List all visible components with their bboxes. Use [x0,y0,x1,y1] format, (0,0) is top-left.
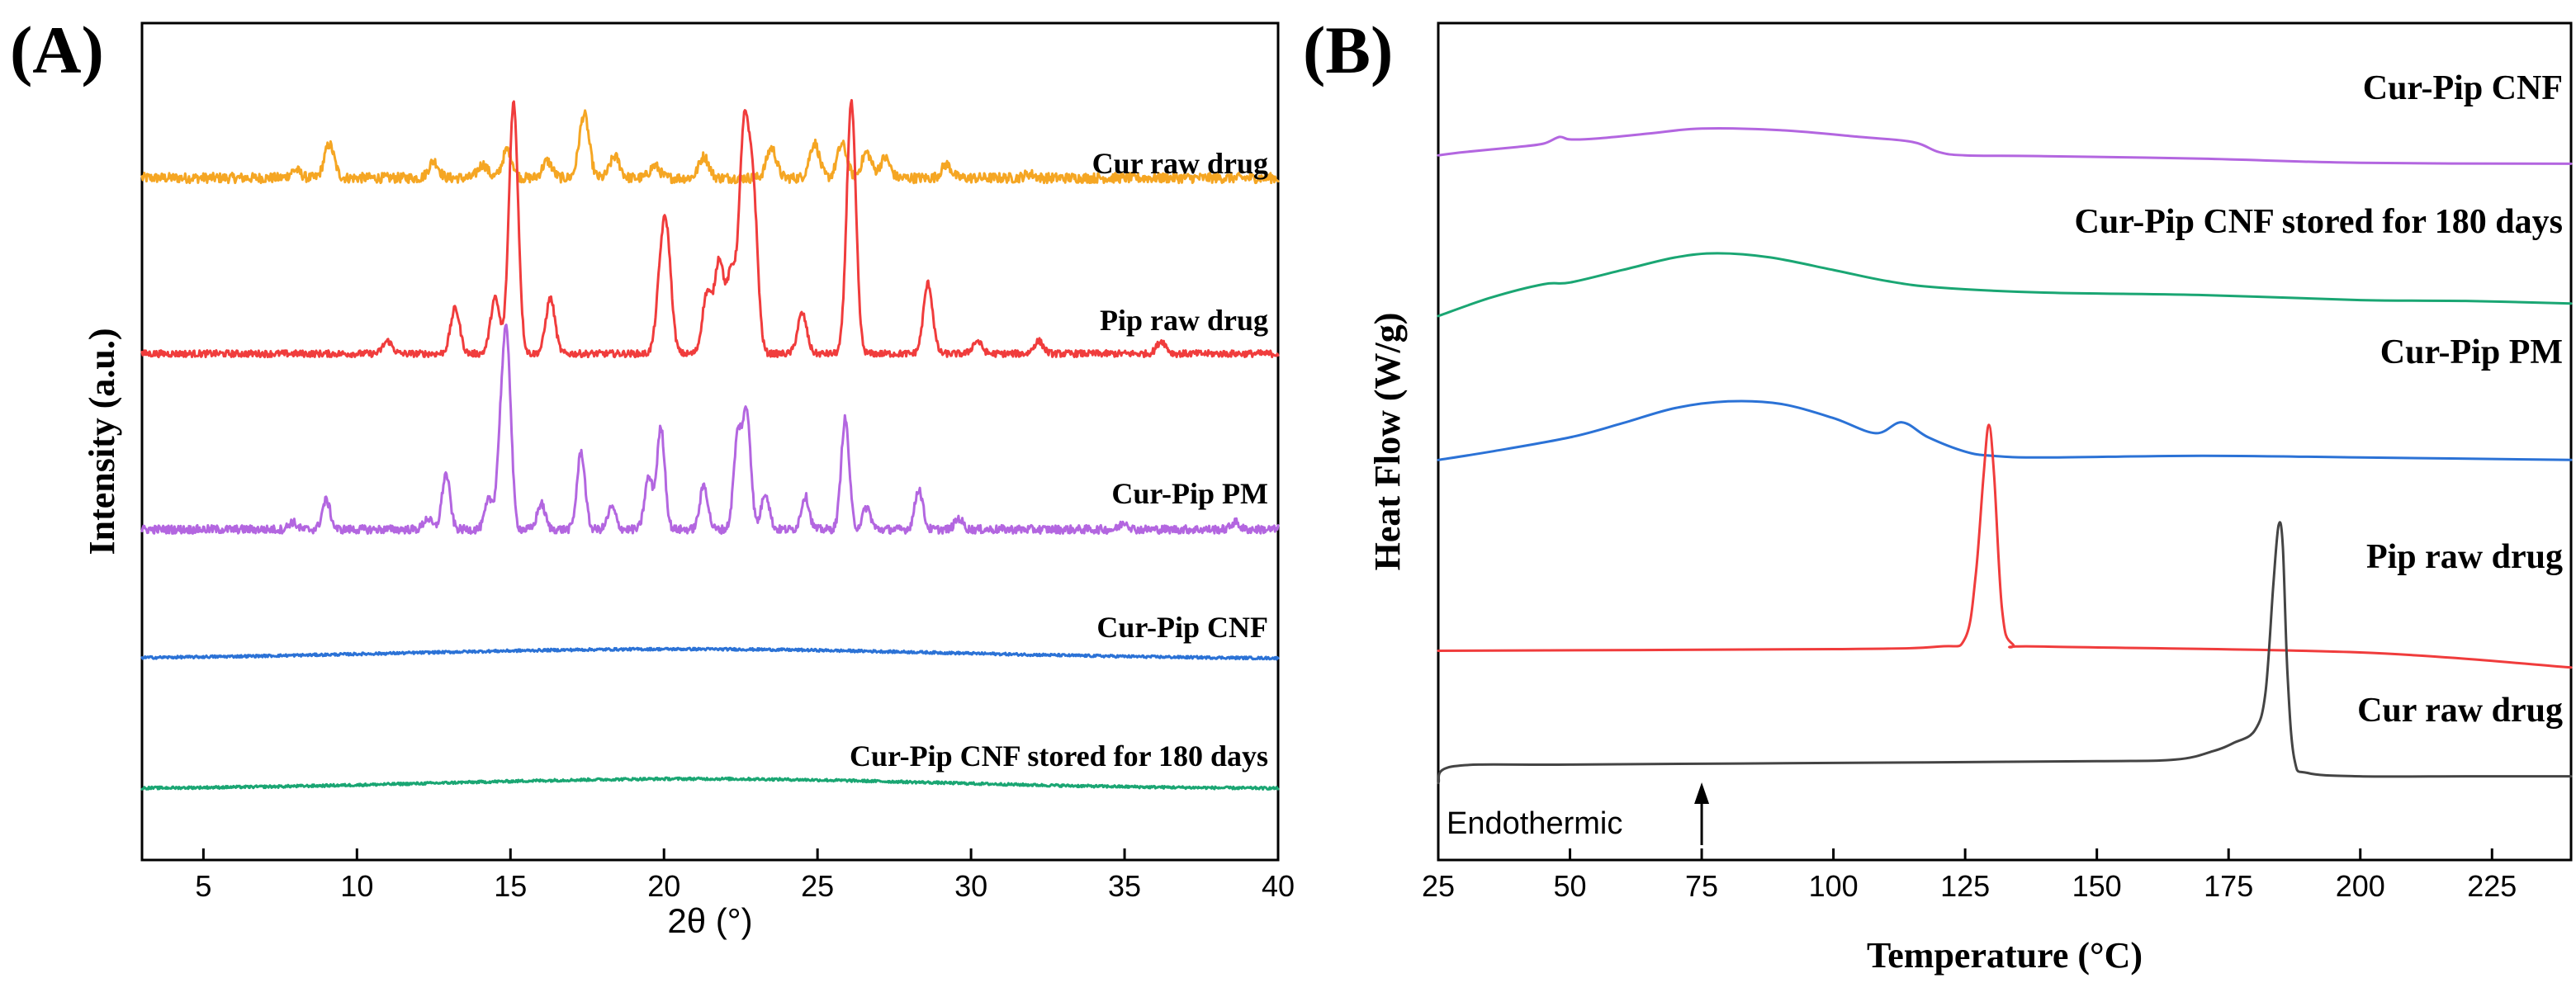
dsc-trace-cur-pip-cnf [1437,127,2573,165]
dsc-trace-cur-pip-cnf-stored-for-180-days [1437,252,2573,318]
x-tick-label-75: 75 [1685,869,1718,903]
endothermic-up-arrow-icon [1694,782,1710,845]
panel-b-label: (B) [1303,12,1393,87]
panel-b-traces [1437,127,2573,785]
endothermic-label: Endothermic [1447,806,1622,841]
dsc-trace-cur-pip-pm [1437,399,2573,461]
x-tick-label-225: 225 [2467,869,2517,903]
x-tick-label-125: 125 [1940,869,1990,903]
x-tick-label-20: 20 [647,869,680,903]
xrd-label-cur-pip-cnf-stored-for-180-days: Cur-Pip CNF stored for 180 days [850,739,1268,773]
dsc-trace-pip-raw-drug [1437,423,2573,669]
panel-a-x-ticks: 5 10 15 20 25 30 35 40 [195,848,1295,903]
panel-a-y-axis-title: Intensity (a.u.) [82,328,122,555]
x-tick-label-30: 30 [954,869,987,903]
xrd-label-cur-raw-drug: Cur raw drug [1092,147,1268,180]
dsc-label-cur-raw-drug: Cur raw drug [2357,692,2563,730]
panel-a-series-labels: Cur raw drug Pip raw drug Cur-Pip PM Cur-Pi… [850,147,1268,773]
xrd-trace-pip-raw-drug [140,98,1280,359]
dsc-label-cur-pip-cnf-stored-for-180-days: Cur-Pip CNF stored for 180 days [2075,203,2564,241]
x-tick-label-15: 15 [494,869,527,903]
panel-a-plot-frame [140,21,1280,862]
xrd-trace-cur-pip-pm [140,324,1280,535]
x-tick-label-50: 50 [1554,869,1587,903]
x-tick-label-10: 10 [340,869,373,903]
x-tick-label-25: 25 [801,869,834,903]
panel-a: (A) 5 10 15 20 25 30 35 40 Cur raw drug Pip raw … [10,12,1295,940]
x-tick-label-25: 25 [1422,869,1455,903]
xrd-trace-cur-pip-cnf-stored-for-180-days [140,776,1280,791]
xrd-label-cur-pip-cnf: Cur-Pip CNF [1096,611,1268,644]
x-tick-label-5: 5 [195,869,211,903]
panel-b-plot-frame [1437,21,2573,862]
panel-b-y-axis-title: Heat Flow (W/g) [1367,313,1408,571]
panel-b-series-labels: Cur-Pip CNF Cur-Pip CNF stored for 180 da… [2075,69,2564,730]
dsc-label-cur-pip-pm: Cur-Pip PM [2380,333,2563,371]
x-tick-label-100: 100 [1809,869,1859,903]
x-tick-label-175: 175 [2204,869,2253,903]
x-tick-label-150: 150 [2072,869,2122,903]
xrd-label-pip-raw-drug: Pip raw drug [1100,304,1268,337]
endothermic-annotation: Endothermic [1447,782,1710,845]
panel-a-label: (A) [10,12,104,87]
dsc-trace-cur-raw-drug [1437,521,2573,785]
xrd-trace-cur-pip-cnf [140,646,1280,661]
x-tick-label-200: 200 [2336,869,2385,903]
x-tick-label-35: 35 [1108,869,1141,903]
x-tick-label-40: 40 [1262,869,1295,903]
xrd-trace-cur-raw-drug [140,109,1280,185]
xrd-label-cur-pip-pm: Cur-Pip PM [1111,477,1268,510]
panel-b: (B) 25 50 75 100 125 150 175 200 225 Cur-Pip CNF… [1303,12,2573,976]
dsc-label-cur-pip-cnf: Cur-Pip CNF [2363,69,2563,107]
dsc-label-pip-raw-drug: Pip raw drug [2366,538,2563,576]
panel-a-traces [140,98,1280,791]
panel-a-x-axis-title: 2θ (°) [667,901,752,940]
panel-b-x-axis-title: Temperature (°C) [1867,935,2143,976]
panel-b-x-ticks: 25 50 75 100 125 150 175 200 225 [1422,848,2517,903]
